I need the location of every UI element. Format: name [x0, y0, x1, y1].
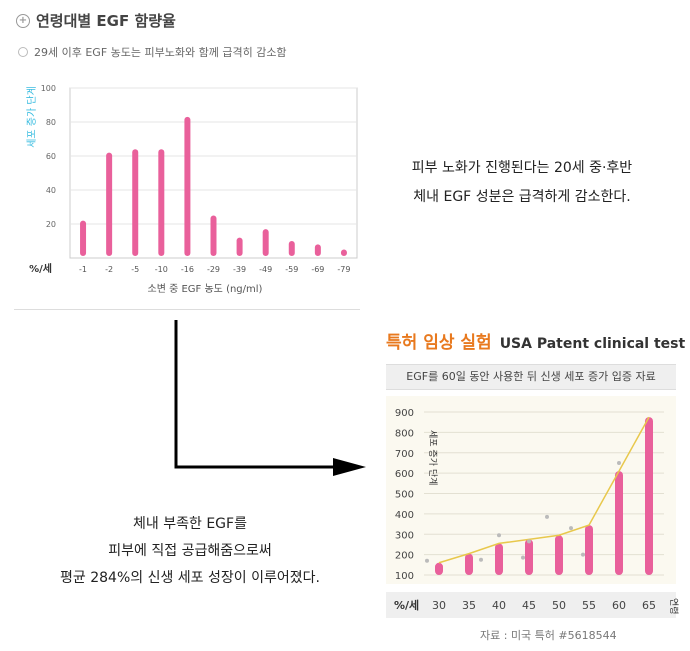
- chart1-bar: [340, 249, 347, 256]
- chart1-xtick-label: -10: [155, 265, 168, 274]
- egf-age-chart: 20 40 60 80 100 -1 -2 -5 -10 -16 -29 -39 -49 -59 -69 -…: [26, 84, 358, 295]
- chart2-scatter-point: [569, 526, 573, 531]
- chart2-scatter-point: [581, 552, 585, 557]
- chart2-bar: [465, 553, 473, 575]
- chart1-xtick-label: -49: [259, 265, 272, 274]
- chart2-xtick-label: 45: [522, 599, 536, 612]
- patent-chart: 100 200 300 400 500 600 700 800 900 30 35 40 45 50 55…: [386, 396, 680, 618]
- section-divider: [14, 309, 360, 310]
- chart2-ytick-label: 900: [395, 408, 414, 419]
- chart2-ytick-label: 500: [395, 490, 414, 501]
- chart1-bar: [210, 215, 217, 256]
- chart2-scatter-point: [527, 539, 531, 544]
- chart2-ylabel: 세포 증가 단계: [427, 430, 439, 485]
- chart2-x-unit: %/세: [394, 598, 419, 612]
- chart2-bar: [585, 525, 593, 575]
- chart2-xaxis-band: [386, 592, 676, 618]
- chart2-bar: [645, 417, 653, 575]
- chart1-xtick-label: -69: [311, 265, 324, 274]
- chart2-xtick-label: 40: [492, 599, 506, 612]
- left-description: 체내 부족한 EGF를 피부에 직접 공급해줌으로써 평균 284%의 신생 세…: [40, 511, 340, 592]
- chart1-xtick-label: -39: [233, 265, 246, 274]
- chart1-bar: [314, 244, 321, 256]
- chart2-ytick-label: 700: [395, 449, 414, 460]
- arrow-head-icon: [333, 458, 366, 476]
- chart2-bar: [615, 471, 623, 575]
- chart2-bar: [435, 562, 443, 575]
- chart2-scatter-point: [521, 555, 525, 560]
- chart2-ytick-label: 800: [395, 428, 414, 439]
- left-text-line: 체내 부족한 EGF를: [133, 516, 247, 532]
- chart1-bar: [262, 229, 269, 256]
- chart1-ytick-label: 60: [46, 152, 56, 161]
- chart1-xtick-label: -16: [181, 265, 194, 274]
- chart2-scatter-point: [545, 514, 549, 519]
- right-text-line: 피부 노화가 진행된다는 20세 중·후반: [411, 160, 633, 176]
- chart2-ytick-label: 400: [395, 510, 414, 521]
- chart2-bar: [495, 543, 503, 575]
- right-text-line: 체내 EGF 성분은 급격하게 감소한다.: [413, 189, 631, 205]
- chart1-bar: [106, 152, 113, 256]
- chart2-scatter-point: [497, 533, 501, 538]
- chart2-xtick-label: 30: [432, 599, 446, 612]
- patent-source: 자료 : 미국 특허 #5618544: [480, 629, 617, 642]
- chart2-ytick-label: 600: [395, 469, 414, 480]
- chart2-xtick-label: 50: [552, 599, 566, 612]
- chart1-ytick-label: 40: [46, 186, 56, 195]
- chart1-bar: [184, 116, 191, 257]
- left-text-line: 피부에 직접 공급해줌으로써: [108, 543, 272, 559]
- chart2-xtick-label: 60: [612, 599, 626, 612]
- chart1-xlabel: 소변 중 EGF 농도 (ng/ml): [148, 283, 263, 295]
- chart2-bar: [525, 539, 533, 575]
- chart-subtitle-row: 29세 이후 EGF 농도는 피부노화와 함께 급격히 감소함: [18, 44, 287, 60]
- chart1-xtick-label: -2: [105, 265, 113, 274]
- chart-title: 연령대별 EGF 함량율: [36, 12, 176, 30]
- chart2-bar: [555, 535, 563, 575]
- chart1-bar: [236, 237, 243, 256]
- chart2-ytick-label: 300: [395, 530, 414, 541]
- chart1-bar: [132, 149, 139, 256]
- chart2-scatter-point: [617, 460, 621, 465]
- chart1-ytick-label: 80: [46, 118, 56, 127]
- right-description: 피부 노화가 진행된다는 20세 중·후반 체내 EGF 성분은 급격하게 감소…: [372, 154, 672, 212]
- chart1-bar: [158, 149, 165, 256]
- bullet-icon: [18, 47, 28, 57]
- chart2-xtick-label: 65: [642, 599, 656, 612]
- chart2-scatter-point: [479, 557, 483, 562]
- patent-title-en: USA Patent clinical test: [499, 336, 686, 352]
- chart2-trend-line: [438, 416, 650, 564]
- chart-title-row: + 연령대별 EGF 함량율: [16, 10, 176, 31]
- chart1-ylabel: 세포 증가 단계: [26, 86, 38, 148]
- left-text-line: 평균 284%의 신생 세포 성장이 이루어졌다.: [60, 570, 320, 586]
- plus-circle-icon: +: [16, 13, 30, 28]
- chart1-xtick-label: -79: [337, 265, 350, 274]
- chart2-scatter-point: [425, 558, 429, 563]
- chart1-x-unit: %/세: [29, 262, 52, 275]
- chart2-xlabel: 연령: [668, 598, 680, 615]
- chart1-bar: [80, 220, 87, 256]
- patent-title: 특허 임상 실험 USA Patent clinical test: [386, 328, 685, 353]
- chart2-ytick-label: 200: [395, 551, 414, 562]
- chart1-ytick-label: 100: [41, 84, 56, 93]
- chart1-xtick-label: -5: [131, 265, 139, 274]
- chart2-ytick-label: 100: [395, 571, 414, 582]
- chart1-ytick-label: 20: [46, 220, 56, 229]
- chart1-xtick-label: -1: [79, 265, 87, 274]
- patent-banner: EGF를 60일 동안 사용한 뒤 신생 세포 증가 입증 자료: [386, 364, 676, 390]
- chart1-bar: [288, 241, 295, 256]
- chart2-xtick-label: 55: [582, 599, 596, 612]
- flow-arrow: [174, 320, 366, 476]
- chart1-xtick-label: -59: [285, 265, 298, 274]
- chart1-xtick-label: -29: [207, 265, 220, 274]
- chart-subtitle: 29세 이후 EGF 농도는 피부노화와 함께 급격히 감소함: [34, 46, 287, 59]
- patent-title-ko: 특허 임상 실험: [386, 333, 492, 353]
- chart2-xtick-label: 35: [462, 599, 476, 612]
